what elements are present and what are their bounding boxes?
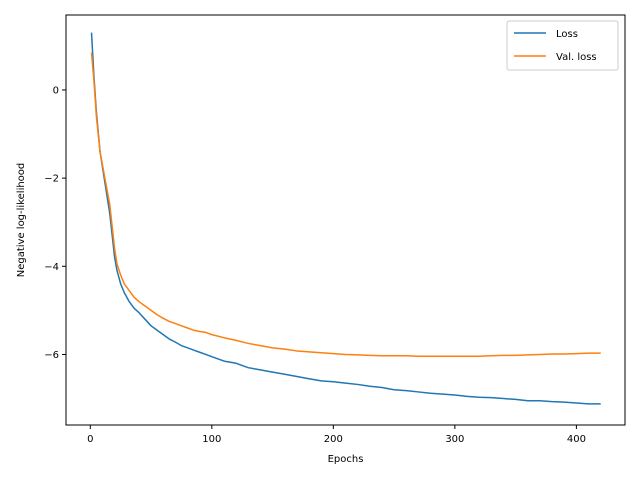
x-tick-label: 400 [567,434,586,445]
x-tick-label: 0 [87,434,93,445]
legend-label-loss: Loss [556,29,578,40]
y-tick-label: 0 [53,85,59,96]
y-axis-label: Negative log-likelihood [16,163,27,278]
x-tick-label: 200 [324,434,343,445]
y-tick-label: −2 [44,174,59,185]
series-line-loss [90,32,601,405]
y-tick-label: −4 [44,262,59,273]
y-tick-label: −6 [44,350,59,361]
series-line-val-loss [90,52,601,357]
ticks: 0 100 200 300 400 0 −2 −4 −6 [44,85,586,445]
x-axis-label: Epochs [328,454,364,465]
legend: Loss Val. loss [506,20,619,71]
x-tick-label: 100 [202,434,221,445]
legend-label-val-loss: Val. loss [556,52,597,63]
x-tick-label: 300 [445,434,464,445]
axes-frame [65,14,626,426]
plot-area [90,32,601,405]
